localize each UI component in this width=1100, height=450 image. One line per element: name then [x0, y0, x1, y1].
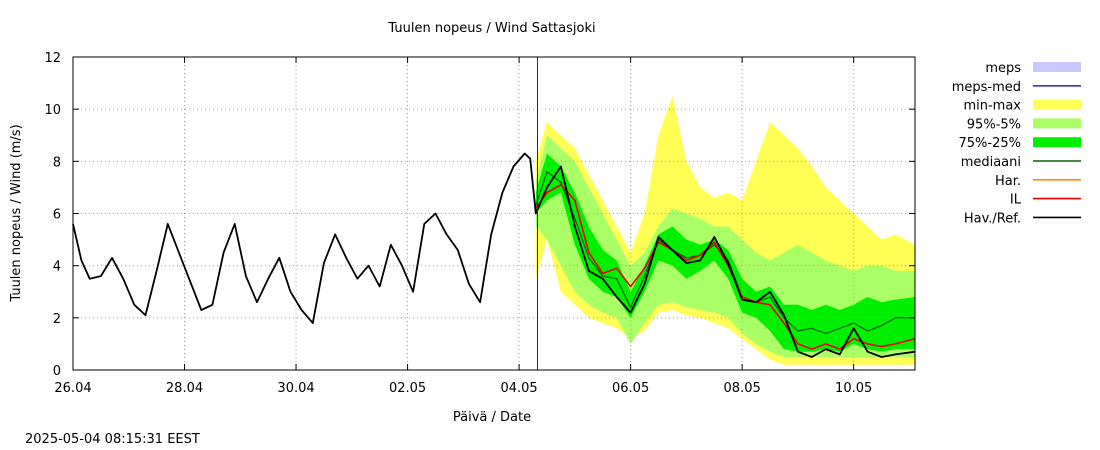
y-tick-label: 2: [53, 312, 61, 327]
legend: meps meps-med min-max 95%-5% 75%-25% mediaani…: [952, 61, 1081, 226]
x-tick-label: 26.04: [54, 381, 91, 396]
legend-swatch: [1033, 99, 1081, 110]
x-tick-label: 30.04: [277, 381, 314, 396]
legend-label: mediaani: [961, 155, 1021, 170]
legend-label: meps-med: [952, 80, 1021, 95]
y-tick-label: 12: [44, 51, 61, 66]
legend-swatch: [1033, 137, 1081, 148]
percentile-bands: [535, 96, 915, 365]
legend-label: Hav./Ref.: [964, 211, 1021, 226]
y-tick-label: 8: [53, 155, 61, 170]
legend-swatch: [1033, 62, 1081, 72]
x-tick-label: 28.04: [166, 381, 203, 396]
legend-label: IL: [1010, 193, 1022, 208]
x-tick-label: 04.05: [500, 381, 537, 396]
series-lines: [72, 152, 916, 358]
timestamp: 2025-05-04 08:15:31 EEST: [25, 432, 200, 447]
legend-label: 95%-5%: [967, 117, 1021, 132]
legend-swatch: [1033, 118, 1081, 129]
x-tick-label: 10.05: [835, 381, 872, 396]
y-axis-label: Tuulen nopeus / Wind (m/s): [9, 124, 24, 302]
x-axis-label: Päivä / Date: [453, 410, 531, 425]
x-tick-label: 02.05: [389, 381, 426, 396]
y-tick-label: 6: [53, 208, 61, 223]
x-axis-ticks: 26.04 28.04 30.04 02.05 04.05 06.05 08.05 10.05: [54, 57, 872, 396]
chart-title: Tuulen nopeus / Wind Sattasjoki: [387, 21, 595, 36]
legend-label: Har.: [995, 174, 1021, 189]
legend-label: min-max: [963, 99, 1021, 114]
x-tick-label: 06.05: [612, 381, 649, 396]
legend-label: meps: [985, 61, 1021, 76]
x-tick-label: 08.05: [724, 381, 761, 396]
series-line-il: [535, 184, 916, 350]
plot-area: 0 2 4 6 8 10 12 26.04 28.04 30.04 02.05 04.05 06.05…: [44, 51, 916, 396]
band-75-25: [535, 153, 915, 352]
grid-lines: [73, 57, 915, 370]
y-tick-label: 0: [53, 364, 61, 379]
legend-label: 75%-25%: [959, 136, 1021, 151]
y-tick-label: 10: [44, 103, 61, 118]
y-tick-label: 4: [53, 260, 61, 275]
series-line-hav-ref-: [72, 152, 916, 358]
y-axis-ticks: 0 2 4 6 8 10 12: [44, 51, 915, 379]
